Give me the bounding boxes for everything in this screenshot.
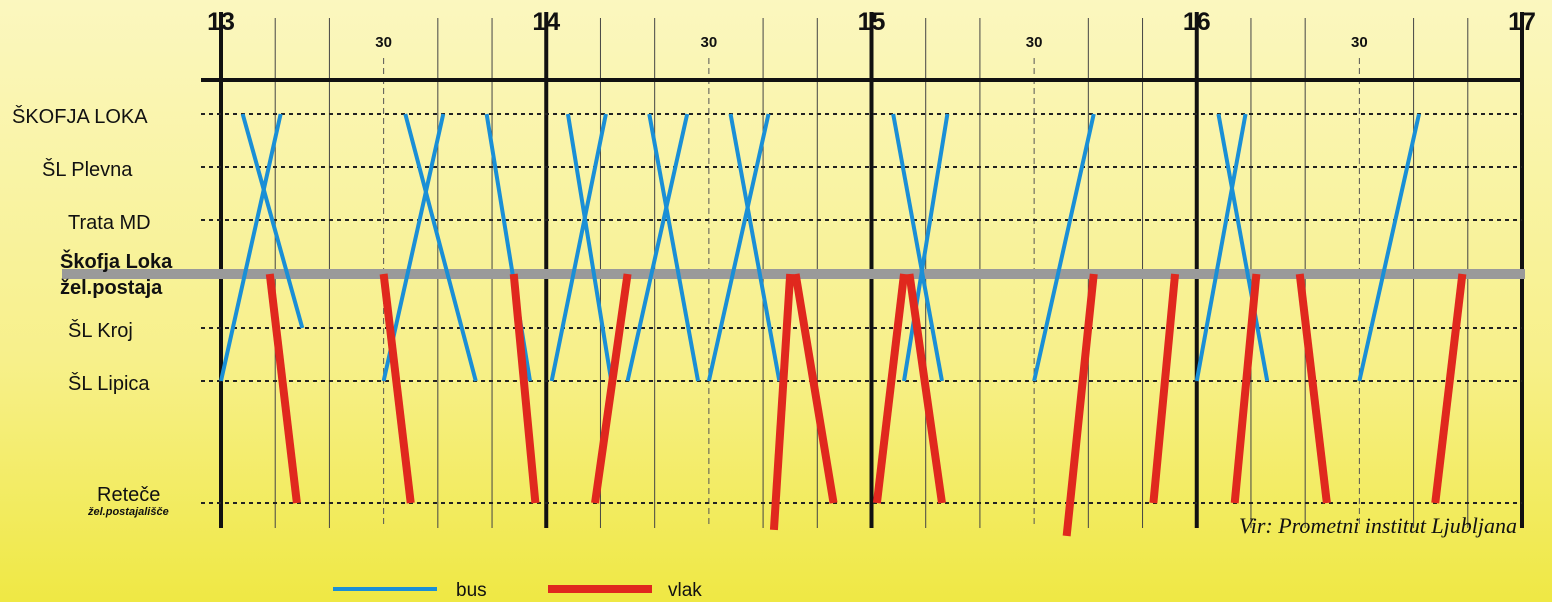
legend: bus vlak <box>333 580 702 601</box>
bus-trip-line <box>565 113 614 382</box>
bus-trip-line <box>1357 113 1421 382</box>
train-trip-line <box>872 273 908 504</box>
legend-vlak-label: vlak <box>668 580 702 601</box>
time-ticks: 13 30 14 30 15 30 16 30 17 <box>207 8 1536 51</box>
station-labels: ŠKOFJA LOKA ŠL Plevna Trata MD Škofja Loka ž… <box>12 105 173 518</box>
station-label: Škofja Loka <box>60 249 173 273</box>
half-hour-tick-label: 30 <box>375 34 392 51</box>
train-trip-line <box>591 273 632 504</box>
station-label: ŠL Lipica <box>68 372 150 395</box>
bus-trip-line <box>219 113 283 382</box>
bus-trip-line <box>240 113 305 329</box>
train-trip-line <box>1230 273 1261 504</box>
station-label: Reteče <box>97 484 160 506</box>
station-sublabel: žel.postajališče <box>87 506 169 518</box>
hour-tick-label: 17 <box>1508 8 1536 36</box>
train-trip-line <box>1431 273 1467 504</box>
train-trip-line <box>379 273 415 504</box>
bus-trip-line <box>891 113 944 382</box>
bus-trip-line <box>1194 113 1248 382</box>
hour-tick-label: 13 <box>207 8 235 36</box>
bus-trip-line <box>902 113 950 382</box>
source-label: Vir: Prometni institut Ljubljana <box>1239 513 1517 538</box>
half-hour-tick-label: 30 <box>1351 34 1368 51</box>
bus-trip-line <box>403 113 478 382</box>
train-trip-line <box>1062 273 1098 537</box>
hour-tick-label: 15 <box>858 8 886 36</box>
train-trip-line <box>509 273 540 504</box>
bus-trip-line <box>1032 113 1096 382</box>
train-trip-line <box>265 273 301 504</box>
bus-trip-line <box>647 113 701 382</box>
bus-trip-line <box>728 113 782 382</box>
station-label: Trata MD <box>68 212 151 234</box>
train-trip-line <box>1149 273 1180 504</box>
trip-lines <box>219 113 1467 537</box>
hour-tick-label: 14 <box>532 8 560 36</box>
legend-bus-label: bus <box>456 580 487 601</box>
train-trip-line <box>769 273 795 531</box>
half-hour-tick-label: 30 <box>701 34 718 51</box>
bus-trip-line <box>706 113 771 382</box>
train-trip-line <box>1295 273 1331 504</box>
station-label: ŠL Kroj <box>68 319 133 342</box>
station-sublabel: žel.postaja <box>60 277 163 299</box>
bus-trip-line <box>625 113 690 382</box>
station-label: ŠKOFJA LOKA <box>12 105 148 128</box>
bus-trip-line <box>549 113 608 382</box>
station-label: ŠL Plevna <box>42 158 133 181</box>
bus-trip-line <box>1216 113 1270 382</box>
train-trip-line <box>905 273 946 504</box>
train-trip-line <box>791 273 838 504</box>
hour-tick-label: 16 <box>1183 8 1211 36</box>
half-hour-tick-label: 30 <box>1026 34 1043 51</box>
